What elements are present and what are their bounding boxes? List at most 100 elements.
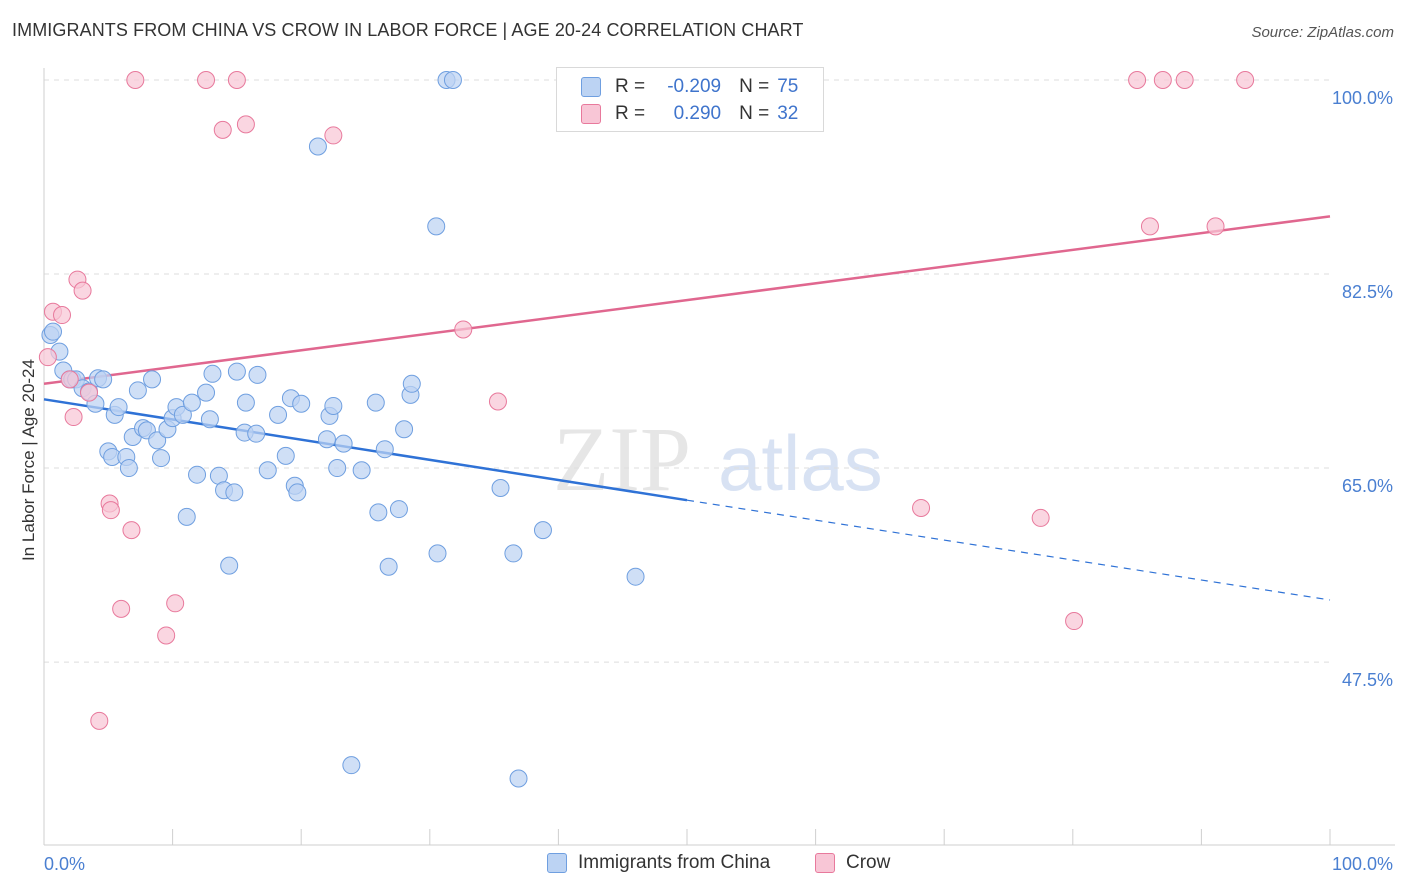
point-crow [1140,217,1159,236]
series-swatch-china [547,853,567,873]
legend-row-china: R = -0.209 N = 75 [581,75,798,99]
point-china [366,393,385,412]
y-tick-label: 47.5% [1342,670,1393,690]
y-tick-label: 100.0% [1332,88,1393,108]
point-china [109,398,128,417]
legend-row-crow: R = 0.290 N = 32 [581,102,798,126]
legend-r-value-crow: 0.290 [673,103,722,124]
point-china [375,440,394,459]
point-china [443,71,462,89]
point-china [626,567,645,586]
point-china [389,500,408,519]
point-china [258,461,277,480]
x-tick-label-max: 100.0% [1332,854,1393,874]
point-crow [227,71,246,89]
point-crow [912,498,931,517]
legend-n-value-china: 75 [777,76,799,97]
point-crow [1128,71,1147,89]
point-crow [1031,508,1050,527]
point-crow [166,594,185,613]
watermark-zip: ZIP [553,408,691,510]
point-crow [122,521,141,540]
point-china [276,446,295,465]
point-china [342,756,361,775]
series-legend-crow: Crow [815,850,890,876]
point-china [247,424,266,443]
point-china [94,370,113,389]
trend-lines [43,215,1331,601]
watermark-atlas: atlas [718,419,883,507]
point-china [292,394,311,413]
point-crow [324,126,343,145]
x-tick-labels: 0.0% 100.0% [44,854,1393,874]
point-china [317,430,336,449]
zipatlas-watermark: ZIP atlas [553,408,883,510]
point-china [308,137,327,156]
point-crow [126,71,145,89]
point-china [288,483,307,502]
y-tick-labels: 47.5% 65.0% 82.5% 100.0% [1332,88,1393,690]
point-crow [1065,612,1084,631]
point-crow [1153,71,1172,89]
point-china [379,557,398,576]
trend-line-crow [43,215,1331,386]
point-china [427,217,446,236]
data-points [38,71,1255,788]
point-crow [80,383,99,402]
legend-n-label: N = [739,103,770,124]
point-crow [38,348,57,367]
legend-r-label: R = [615,103,646,124]
trend-line-china-extrapolated [686,499,1331,601]
point-china [177,507,196,526]
point-china [148,431,167,450]
y-tick-label: 65.0% [1342,476,1393,496]
point-crow [157,626,176,645]
point-china [491,479,510,497]
point-crow [1206,217,1225,236]
legend-n-label: N = [739,76,770,97]
y-tick-label: 82.5% [1342,282,1393,302]
series-label-china: Immigrants from China [578,852,771,873]
point-crow [213,120,232,139]
point-crow [197,71,216,89]
point-crow [236,115,255,134]
legend-r-label: R = [615,76,646,97]
point-china [128,381,147,400]
point-china [44,322,63,341]
point-china [369,503,388,522]
point-china [152,449,171,468]
point-crow [454,320,473,339]
point-crow [60,370,79,389]
axes [43,68,1395,846]
point-crow [488,392,507,411]
point-china [197,383,216,402]
chart-title: IMMIGRANTS FROM CHINA VS CROW IN LABOR F… [12,20,804,40]
point-china [402,374,421,393]
point-crow [1236,71,1255,89]
x-tick-label-min: 0.0% [44,854,85,874]
legend-n-value-crow: 32 [777,103,799,124]
legend-swatch-crow [581,104,601,124]
series-legend-china: Immigrants from China [547,850,770,876]
legend-r-value-china: -0.209 [667,76,722,97]
point-china [334,434,353,453]
point-china [509,769,528,788]
point-china [352,461,371,480]
correlation-legend: R = -0.209 N = 75 R = 0.290 N = 32 [556,67,824,132]
point-china [203,364,222,383]
point-china [328,459,347,478]
point-china [188,465,207,484]
point-china [173,405,192,424]
point-china [395,420,414,439]
point-china [248,365,267,384]
point-crow [90,711,109,730]
point-crow [101,501,120,520]
point-china [236,393,255,412]
point-china [269,405,288,424]
point-china [225,483,244,502]
point-crow [112,599,131,618]
point-china [119,459,138,478]
point-china [227,362,246,381]
point-crow [1175,71,1194,89]
